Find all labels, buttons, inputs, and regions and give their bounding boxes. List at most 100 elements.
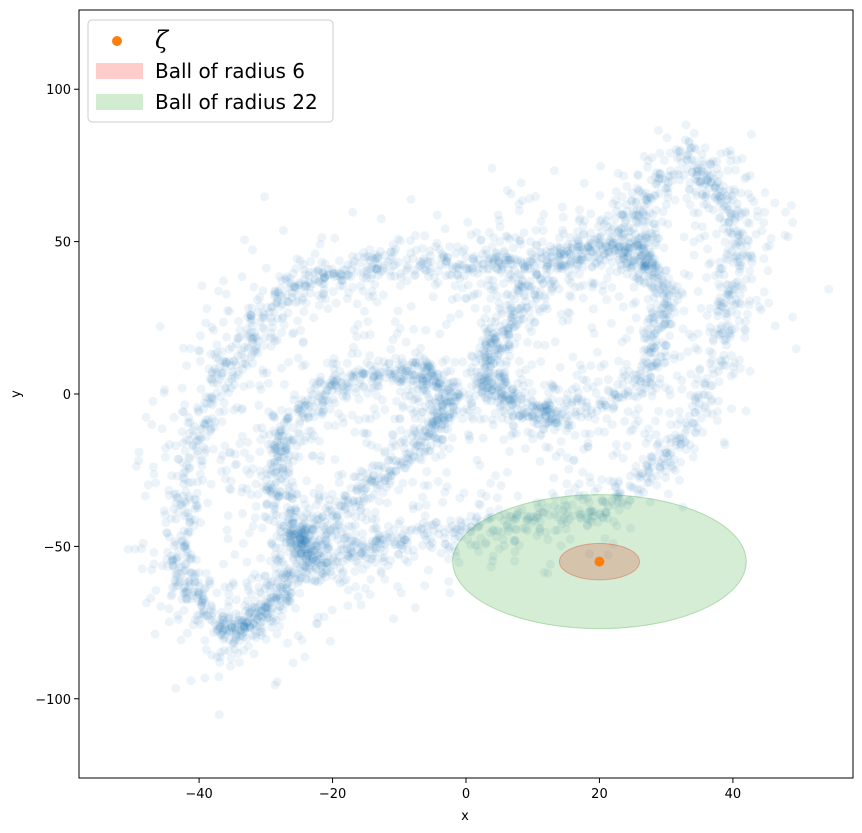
scatter-point (574, 269, 584, 279)
scatter-point (602, 414, 612, 424)
scatter-point (191, 442, 201, 452)
scatter-point (452, 293, 462, 303)
scatter-point (602, 273, 612, 283)
scatter-point (491, 471, 501, 481)
scatter-point (358, 536, 368, 546)
scatter-point (539, 406, 549, 416)
scatter-point (648, 209, 658, 219)
scatter-point (402, 263, 412, 273)
scatter-point (732, 226, 742, 236)
x-tick-label: −20 (319, 787, 346, 802)
scatter-point (177, 383, 187, 393)
scatter-point (693, 390, 703, 400)
scatter-point (568, 352, 578, 362)
scatter-point (504, 265, 514, 275)
scatter-point (542, 250, 552, 260)
scatter-point (729, 369, 739, 379)
scatter-point (610, 246, 620, 256)
scatter-point (254, 611, 264, 621)
scatter-point (731, 299, 741, 309)
scatter-point (292, 561, 302, 571)
scatter-point (271, 298, 281, 308)
scatter-point (189, 521, 199, 531)
scatter-point (683, 420, 693, 430)
scatter-point (650, 191, 660, 201)
scatter-point (506, 189, 516, 199)
scatter-point (720, 440, 730, 450)
scatter-point (320, 294, 330, 304)
scatter-point (431, 397, 441, 407)
scatter-point (189, 586, 199, 596)
scatter-point (184, 512, 194, 522)
scatter-point (685, 440, 695, 450)
scatter-point (583, 243, 593, 253)
scatter-point (441, 271, 451, 281)
scatter-point (607, 283, 617, 293)
scatter-point (560, 261, 570, 271)
scatter-point (756, 305, 766, 315)
scatter-point (714, 377, 724, 387)
scatter-point (305, 257, 315, 267)
scatter-point (250, 625, 260, 635)
scatter-point (370, 536, 380, 546)
scatter-point (645, 192, 655, 202)
scatter-point (441, 256, 451, 266)
scatter-point (532, 340, 542, 350)
scatter-point (230, 549, 240, 559)
scatter-point (643, 359, 653, 369)
scatter-point (597, 495, 607, 505)
scatter-point (652, 471, 662, 481)
x-tick-label: 40 (725, 787, 742, 802)
scatter-point (197, 281, 207, 291)
scatter-point (655, 448, 665, 458)
scatter-point (245, 608, 255, 618)
scatter-point (608, 451, 618, 461)
scatter-point (712, 190, 722, 200)
scatter-point (320, 525, 330, 535)
scatter-point (618, 212, 628, 222)
scatter-point (196, 384, 206, 394)
scatter-point (319, 269, 329, 279)
scatter-point (281, 583, 291, 593)
scatter-point (184, 478, 194, 488)
scatter-point (453, 270, 463, 280)
scatter-point (439, 252, 449, 262)
scatter-point (173, 507, 183, 517)
scatter-point (710, 183, 720, 193)
scatter-point (472, 406, 482, 416)
scatter-point (715, 198, 725, 208)
scatter-point (661, 266, 671, 276)
scatter-point (668, 463, 678, 473)
scatter-point (742, 309, 752, 319)
scatter-point (201, 445, 211, 455)
scatter-point (644, 424, 654, 434)
scatter-point (216, 368, 226, 378)
scatter-point (760, 188, 770, 198)
scatter-point (369, 371, 379, 381)
scatter-point (680, 437, 690, 447)
legend-ball22-patch (96, 94, 143, 110)
scatter-point (660, 448, 670, 458)
scatter-point (713, 297, 723, 307)
scatter-point (573, 261, 583, 271)
scatter-point (212, 347, 222, 357)
scatter-point (323, 558, 333, 568)
scatter-point (291, 263, 301, 273)
scatter-point (673, 147, 683, 157)
scatter-point (225, 448, 235, 458)
scatter-point (219, 624, 229, 634)
scatter-point (180, 446, 190, 456)
scatter-point (718, 181, 728, 191)
scatter-point (276, 405, 286, 415)
scatter-point (298, 553, 308, 563)
scatter-point (327, 570, 337, 580)
x-tick-label: 0 (462, 787, 470, 802)
scatter-point (376, 566, 386, 576)
scatter-point (652, 310, 662, 320)
scatter-point (629, 282, 639, 292)
scatter-point (250, 613, 260, 623)
scatter-point (369, 404, 379, 414)
scatter-point (783, 232, 793, 242)
scatter-point (601, 216, 611, 226)
scatter-point (266, 608, 276, 618)
